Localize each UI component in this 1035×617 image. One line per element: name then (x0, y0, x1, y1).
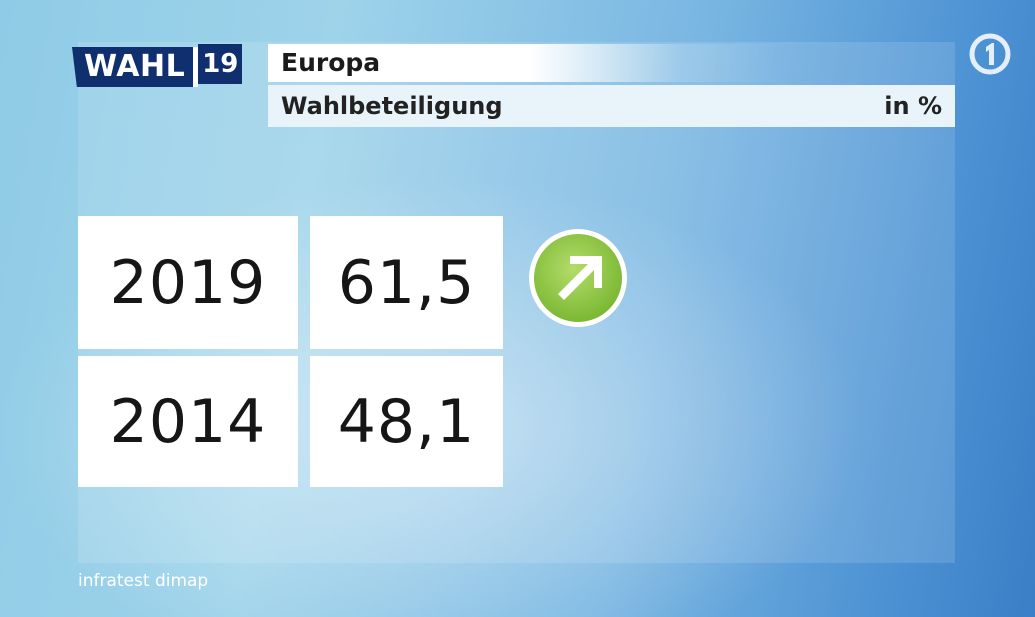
wahl-logo: WAHL 19 (72, 44, 243, 87)
value-cell-2014: 48,1 (310, 356, 503, 487)
subtitle-bar (268, 85, 955, 127)
year-cell-2019: 2019 (78, 216, 298, 349)
logo-year: 19 (198, 44, 243, 84)
ard-one-logo-icon (969, 33, 1011, 75)
arrow-up-right-icon (529, 229, 627, 327)
page-subtitle: Wahlbeteiligung (281, 92, 503, 120)
source-credit: infratest dimap (78, 571, 209, 591)
unit-label: in % (884, 92, 942, 120)
page-title: Europa (281, 48, 381, 77)
logo-divider (193, 47, 199, 87)
title-bar (268, 44, 955, 82)
logo-word: WAHL (72, 47, 194, 87)
value-cell-2019: 61,5 (310, 216, 503, 349)
year-cell-2014: 2014 (78, 356, 298, 487)
